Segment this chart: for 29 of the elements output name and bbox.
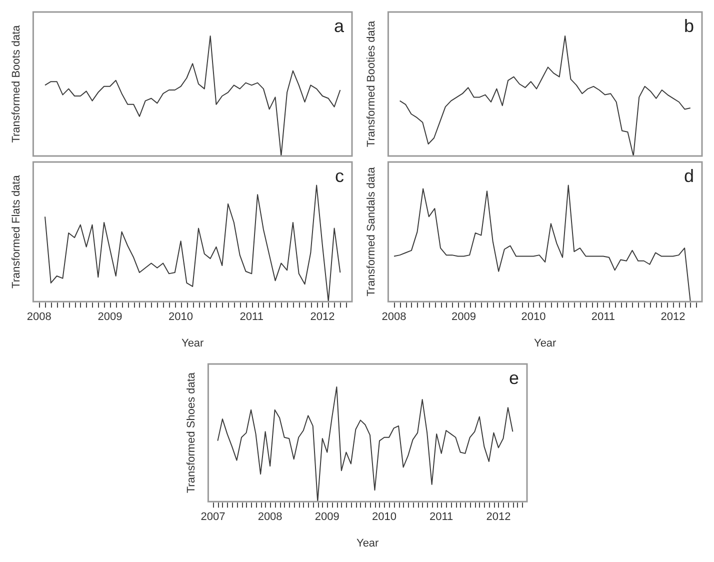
y-axis-title: Transformed Sandals data: [366, 166, 378, 296]
x-axis-title: Year: [356, 537, 380, 550]
text: b: [684, 16, 694, 36]
x-tick-label: 2008: [26, 311, 52, 324]
text: a: [334, 16, 345, 36]
y-axis-title: Transformed Boots data: [10, 24, 23, 143]
x-tick-label: 2008: [382, 311, 406, 324]
x-axis-title: Year: [181, 337, 204, 350]
y-axis-title: Transformed Flats data: [10, 174, 23, 288]
annotation: e: [508, 368, 519, 388]
x-tick-label: 2012: [486, 511, 511, 524]
x-axis-title: Year: [534, 337, 557, 350]
annotation: c: [335, 166, 344, 186]
x-tick-label: 2009: [98, 311, 122, 324]
annotation: d: [684, 166, 694, 186]
y-axis-title: Transformed Shoes data: [186, 372, 198, 494]
x-tick-label: 2010: [372, 511, 396, 524]
x-tick-label: 2011: [591, 311, 616, 324]
x-tick-label: 2009: [452, 311, 476, 324]
x-tick-label: 2012: [660, 311, 686, 324]
x-tick-label: 2009: [314, 511, 340, 524]
x-tick-label: 2011: [430, 511, 454, 524]
x-tick-label: 2008: [258, 511, 282, 524]
x-tick-label: 2010: [168, 311, 194, 324]
x-tick-label: 2011: [240, 311, 264, 324]
x-tick-label: 2012: [310, 311, 335, 324]
y-axis-title: Transformed Booties data: [366, 20, 378, 148]
x-tick-label: 2007: [200, 511, 226, 524]
x-tick-label: 2010: [521, 311, 546, 324]
